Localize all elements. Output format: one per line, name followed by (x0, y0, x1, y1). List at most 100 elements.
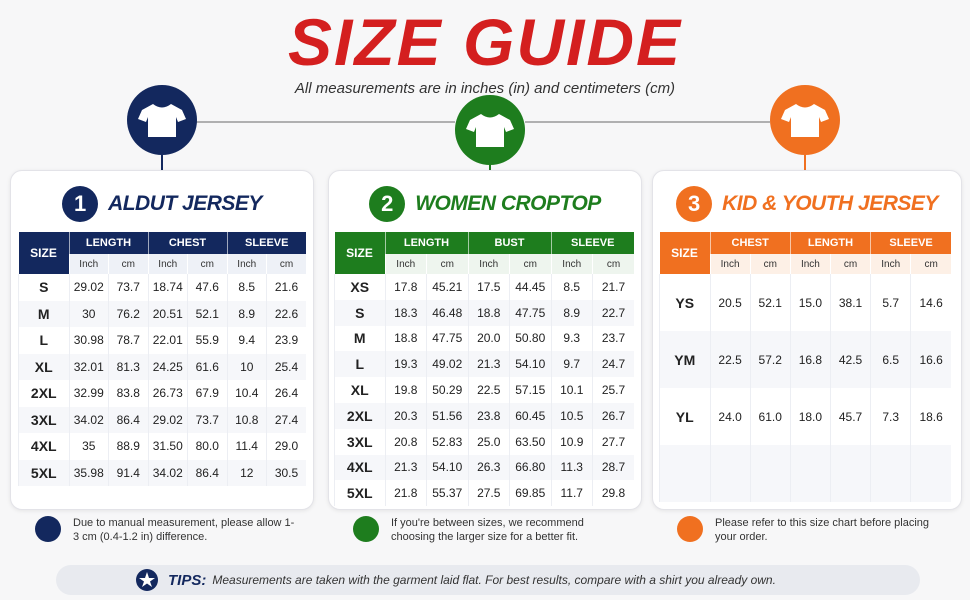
measure-cell: 8.5 (226, 274, 267, 301)
unit-header: Inch (147, 254, 188, 274)
blank-cell (870, 445, 911, 502)
size-row: 4XL 21.3 54.10 26.3 66.80 11.3 28.7 (334, 454, 634, 481)
size-row: 3XL 34.02 86.4 29.02 73.7 10.8 27.4 (18, 406, 306, 433)
measure-cell: 18.3 (384, 299, 427, 326)
note-icon (677, 516, 703, 542)
measure-cell: 11.3 (550, 454, 593, 481)
size-cell: 3XL (18, 406, 69, 433)
measure-cell: 20.51 (147, 300, 188, 327)
size-cell: M (334, 325, 385, 352)
size-row: M 18.8 47.75 20.0 50.80 9.3 23.7 (334, 325, 634, 352)
measure-cell: 10 (226, 353, 267, 380)
measure-cell: 21.6 (266, 274, 306, 301)
measure-cell: 27.7 (592, 428, 634, 455)
measure-cell: 22.7 (592, 299, 634, 326)
measure-cell: 81.3 (108, 353, 148, 380)
size-cell: M (18, 300, 69, 327)
size-row: YL 24.0 61.0 18.0 45.7 7.3 18.6 (659, 388, 951, 445)
measure-cell: 86.4 (108, 406, 148, 433)
unit-header: Inch (870, 254, 911, 274)
measure-cell: 47.75 (509, 299, 551, 326)
note-icon (353, 516, 379, 542)
measure-cell: 12 (226, 459, 267, 486)
measure-cell: 66.80 (509, 454, 551, 481)
blank-cell (789, 445, 831, 502)
size-table: SIZE LENGTH BUST SLEEVE Inch cm Inch cm Inch cm XS… (334, 232, 634, 507)
measure-cell: 35 (68, 433, 109, 460)
measure-cell: 11.7 (550, 480, 593, 507)
blank-cell (709, 445, 751, 502)
measure-cell: 20.3 (384, 402, 427, 429)
unit-row: Inch cm Inch cm Inch cm (334, 254, 634, 274)
measure-cell: 61.0 (749, 388, 791, 445)
group-header: LENGTH (384, 232, 468, 254)
group-header: CHEST (709, 232, 791, 254)
group-header: SLEEVE (870, 232, 951, 254)
measure-cell: 69.85 (509, 480, 551, 507)
measure-cell: 60.45 (509, 402, 551, 429)
measure-cell: 19.8 (384, 377, 427, 403)
size-row: 2XL 20.3 51.56 23.8 60.45 10.5 26.7 (334, 402, 634, 429)
size-row: 5XL 21.8 55.37 27.5 69.85 11.7 29.8 (334, 480, 634, 507)
note-icon (35, 516, 61, 542)
note-text: If you're between sizes, we recommend ch… (391, 517, 584, 543)
measure-cell: 26.4 (266, 380, 306, 407)
size-row: L 30.98 78.7 22.01 55.9 9.4 23.9 (18, 327, 306, 354)
group-row: SIZE CHEST LENGTH SLEEVE (659, 232, 951, 260)
size-cell: XL (18, 353, 69, 380)
note: Due to manual measurement, please allow … (35, 516, 298, 544)
size-card: 3 KID & YOUTH JERSEY SIZE CHEST LENGTH SLEEVE… (652, 170, 962, 510)
unit-header: Inch (789, 254, 831, 274)
size-cell: 5XL (18, 459, 69, 486)
measure-cell: 26.7 (592, 402, 634, 429)
measure-cell: 8.5 (550, 274, 593, 300)
unit-row: Inch cm Inch cm Inch cm (18, 254, 306, 274)
measure-cell: 14.6 (910, 274, 951, 331)
measure-cell: 83.8 (108, 380, 148, 407)
size-row: XL 19.8 50.29 22.5 57.15 10.1 25.7 (334, 377, 634, 403)
measure-cell: 17.5 (467, 274, 510, 300)
note-text: Due to manual measurement, please allow … (73, 517, 295, 543)
card-title: ALDUT JERSEY (108, 192, 262, 215)
measure-cell: 18.6 (910, 388, 951, 445)
size-row: M 30 76.2 20.51 52.1 8.9 22.6 (18, 300, 306, 327)
note-text: Please refer to this size chart before p… (715, 517, 930, 543)
measure-cell: 24.7 (592, 351, 634, 378)
card-number: 3 (676, 186, 713, 222)
group-header: LENGTH (789, 232, 871, 254)
unit-header: Inch (467, 254, 510, 274)
group-header: CHEST (147, 232, 227, 254)
size-row: XL 32.01 81.3 24.25 61.6 10 25.4 (18, 353, 306, 380)
measure-cell: 91.4 (108, 459, 148, 486)
size-card: 1 ALDUT JERSEY SIZE LENGTH CHEST SLEEVE Inch cm… (10, 170, 314, 510)
unit-header: Inch (550, 254, 593, 274)
group-header: SLEEVE (226, 232, 306, 254)
measure-cell: 21.7 (592, 274, 634, 300)
size-cell: YL (659, 388, 710, 445)
measure-cell: 88.9 (108, 433, 148, 460)
measure-cell: 18.74 (147, 274, 188, 301)
unit-header: cm (910, 254, 951, 274)
measure-cell: 16.6 (910, 331, 951, 388)
size-cell: XL (334, 377, 385, 403)
tips-label: TIPS: (168, 571, 207, 589)
size-cell: L (334, 351, 385, 378)
measure-cell: 57.15 (509, 377, 551, 403)
unit-header: Inch (68, 254, 109, 274)
size-cell: 2XL (334, 402, 385, 429)
measure-cell: 18.8 (467, 299, 510, 326)
measure-cell: 27.4 (266, 406, 306, 433)
size-cell: YM (659, 331, 710, 388)
measure-cell: 67.9 (187, 380, 227, 407)
size-cell: 3XL (334, 428, 385, 455)
measure-cell: 29.02 (147, 406, 188, 433)
measure-cell: 8.9 (550, 299, 593, 326)
measure-cell: 8.9 (226, 300, 267, 327)
size-row: S 29.02 73.7 18.74 47.6 8.5 21.6 (18, 274, 306, 301)
measure-cell: 15.0 (789, 274, 831, 331)
measure-cell: 22.5 (467, 377, 510, 403)
measure-cell: 20.5 (709, 274, 751, 331)
measure-cell: 29.02 (68, 274, 109, 301)
measure-cell: 30.98 (68, 327, 109, 354)
measure-cell: 6.5 (870, 331, 911, 388)
